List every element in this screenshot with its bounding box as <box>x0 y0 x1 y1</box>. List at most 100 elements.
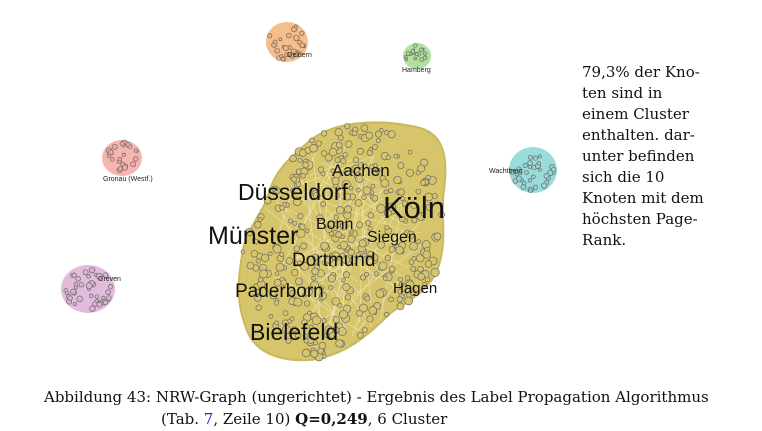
graph-node <box>311 267 319 276</box>
graph-node <box>313 340 319 346</box>
graph-node <box>387 202 396 212</box>
graph-node <box>295 181 302 187</box>
node-label-dortmund: Dortmund <box>292 250 375 271</box>
graph-node <box>320 150 328 157</box>
graph-node <box>95 272 103 280</box>
side-note-line: Rank. <box>582 231 627 249</box>
graph-node <box>289 290 296 297</box>
graph-node <box>334 128 343 137</box>
graph-node <box>88 293 94 299</box>
graph-node <box>312 191 321 200</box>
graph-node <box>358 239 367 248</box>
graph-node <box>343 192 351 201</box>
graph-node <box>330 168 336 174</box>
graph-node <box>335 231 343 238</box>
graph-node <box>320 171 326 177</box>
graph-node <box>352 156 360 164</box>
table-reference-link[interactable]: 7 <box>203 410 214 428</box>
main-cluster: Köln Düsseldorf Münster Aachen Bonn Sieg… <box>208 121 447 362</box>
graph-node <box>365 220 371 226</box>
graph-node <box>413 43 418 48</box>
graph-node <box>373 271 379 277</box>
graph-node <box>117 166 123 172</box>
graph-node <box>334 156 341 163</box>
graph-node <box>88 266 96 274</box>
graph-node <box>331 176 340 186</box>
graph-edge <box>339 167 345 331</box>
graph-node <box>293 51 300 58</box>
graph-node <box>337 244 342 250</box>
graph-node <box>387 130 396 139</box>
graph-node <box>340 157 347 165</box>
graph-node <box>372 143 379 150</box>
graph-node <box>335 339 344 348</box>
graph-node <box>130 161 137 168</box>
graph-node <box>289 154 297 163</box>
graph-node <box>369 164 375 170</box>
graph-node <box>246 261 255 270</box>
graph-node <box>282 45 289 52</box>
graph-node <box>425 203 433 211</box>
graph-node <box>284 52 290 58</box>
graph-node <box>337 134 344 141</box>
graph-node <box>315 140 322 147</box>
node-label-muenster: Münster <box>208 222 298 250</box>
graph-node <box>309 137 315 144</box>
graph-node <box>417 164 426 173</box>
graph-node <box>107 149 114 156</box>
graph-node <box>121 152 126 157</box>
graph-node <box>311 253 319 261</box>
graph-node <box>415 188 422 195</box>
graph-node <box>420 211 426 217</box>
graph-node <box>303 338 309 344</box>
graph-node <box>333 214 339 220</box>
node-label-gronau: Gronau (Westf.) <box>103 176 153 183</box>
graph-node <box>310 280 320 290</box>
red-cluster-nodes <box>105 139 139 173</box>
graph-node <box>424 260 433 268</box>
side-note-line: 79,3% der Kno- <box>582 63 700 81</box>
graph-node <box>370 254 379 262</box>
graph-node <box>133 156 139 162</box>
graph-node <box>72 301 77 306</box>
graph-node <box>422 250 431 259</box>
graph-node <box>537 154 542 159</box>
graph-node <box>376 204 386 214</box>
graph-node <box>406 168 414 177</box>
graph-node <box>311 315 322 325</box>
graph-node <box>537 167 542 172</box>
graph-node <box>344 140 353 148</box>
graph-node <box>269 291 278 300</box>
graph-node <box>409 242 418 251</box>
graph-node <box>527 178 533 183</box>
graph-node <box>305 228 310 233</box>
graph-node <box>329 231 335 237</box>
graph-node <box>347 248 355 257</box>
graph-node <box>335 193 340 198</box>
graph-node <box>527 154 533 160</box>
graph-node <box>343 167 352 176</box>
graph-node <box>410 49 416 54</box>
node-label-wachtberg: Wachtberg <box>489 168 523 175</box>
graph-edge <box>286 231 423 260</box>
caption-text: (Tab. <box>161 410 204 428</box>
graph-node <box>384 255 391 262</box>
graph-node <box>404 275 411 281</box>
graph-node <box>417 272 425 281</box>
caption-line-2: (Tab. 7, Zeile 10) Q=0,249, 6 Cluster <box>44 408 744 430</box>
graph-node <box>342 152 348 158</box>
graph-node <box>279 54 284 59</box>
graph-node <box>310 349 319 358</box>
cyan-cluster: Wachtberg <box>489 147 557 193</box>
graph-node <box>254 221 262 229</box>
graph-node <box>257 217 263 222</box>
graph-node <box>321 260 327 266</box>
graph-node <box>321 318 327 323</box>
modularity-value: Q=0,249 <box>295 410 368 428</box>
graph-node <box>356 187 361 193</box>
side-note-line: höchsten Page- <box>582 210 698 228</box>
red-cluster: Gronau (Westf.) <box>102 139 153 183</box>
graph-node <box>368 147 374 152</box>
graph-node <box>282 325 291 334</box>
graph-node <box>344 123 351 130</box>
